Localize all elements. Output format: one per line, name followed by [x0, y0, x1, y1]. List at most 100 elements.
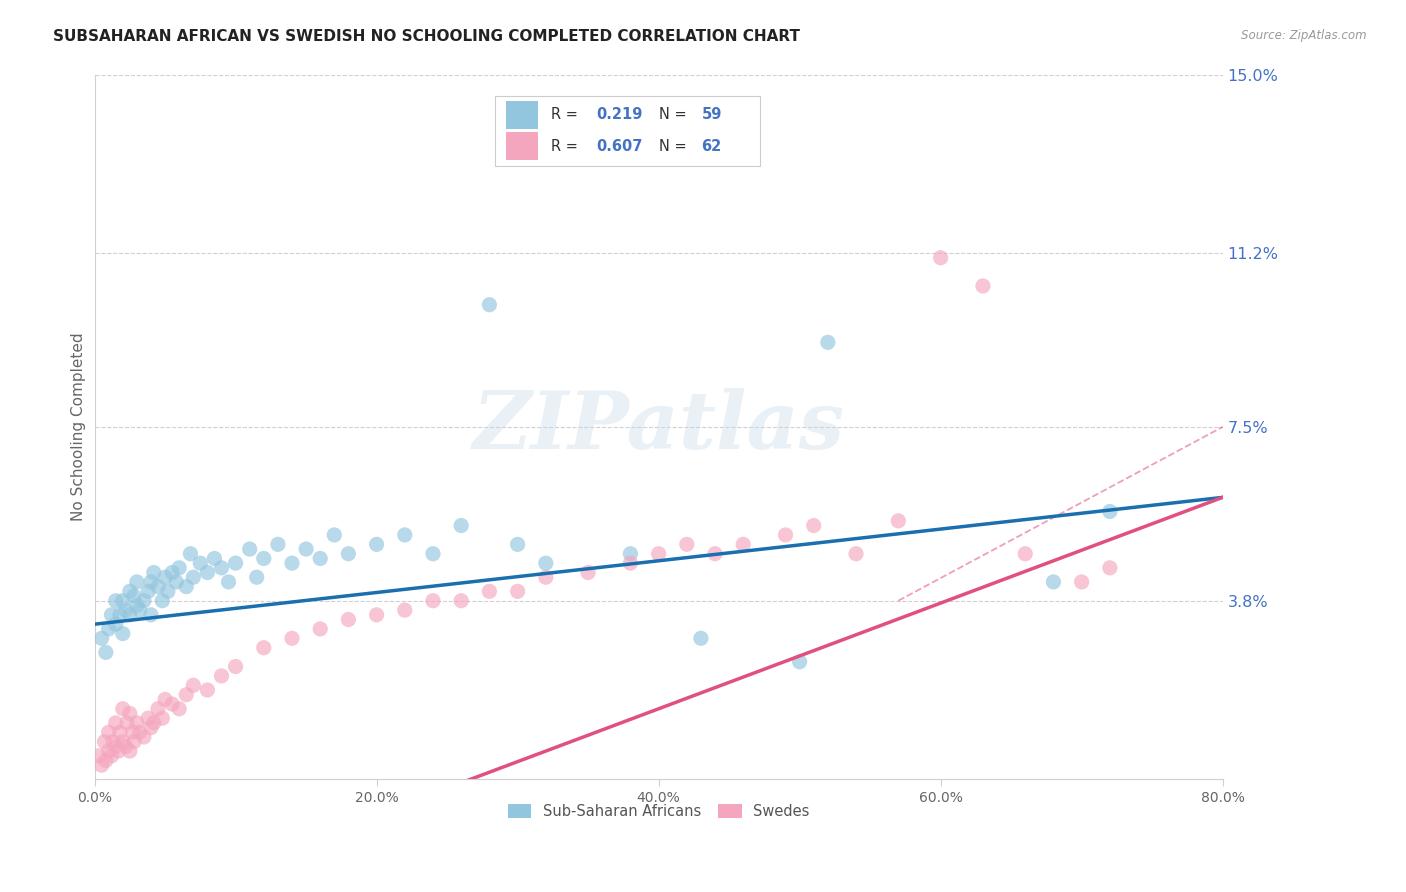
- Point: [94, 754, 117, 768]
- Point: [132, 593, 155, 607]
- Point: [1042, 574, 1064, 589]
- Point: [181, 570, 204, 584]
- Point: [295, 542, 318, 557]
- Point: [887, 514, 910, 528]
- Y-axis label: No Schooling Completed: No Schooling Completed: [72, 333, 86, 521]
- Point: [225, 556, 247, 570]
- Point: [146, 702, 169, 716]
- Point: [114, 603, 136, 617]
- Point: [534, 570, 557, 584]
- Point: [90, 758, 112, 772]
- Point: [167, 561, 190, 575]
- Text: SUBSAHARAN AFRICAN VS SWEDISH NO SCHOOLING COMPLETED CORRELATION CHART: SUBSAHARAN AFRICAN VS SWEDISH NO SCHOOLI…: [53, 29, 800, 44]
- Point: [111, 702, 134, 716]
- Point: [114, 739, 136, 754]
- Point: [174, 580, 197, 594]
- Point: [775, 528, 797, 542]
- Point: [108, 607, 131, 622]
- Point: [803, 518, 825, 533]
- Point: [246, 570, 269, 584]
- Point: [122, 734, 145, 748]
- Point: [125, 599, 148, 613]
- Point: [160, 566, 183, 580]
- Point: [506, 584, 529, 599]
- Point: [576, 566, 599, 580]
- Point: [111, 626, 134, 640]
- Point: [619, 556, 641, 570]
- Point: [478, 584, 501, 599]
- Point: [211, 561, 233, 575]
- Point: [93, 734, 115, 748]
- Point: [188, 556, 211, 570]
- Point: [450, 593, 472, 607]
- Point: [122, 589, 145, 603]
- Point: [174, 688, 197, 702]
- Point: [929, 251, 952, 265]
- Point: [309, 622, 332, 636]
- Point: [118, 744, 141, 758]
- Point: [195, 683, 218, 698]
- Point: [422, 547, 444, 561]
- Text: N =: N =: [658, 139, 690, 154]
- Point: [337, 547, 360, 561]
- Point: [225, 659, 247, 673]
- Point: [165, 574, 187, 589]
- Bar: [506, 101, 538, 128]
- Point: [100, 607, 122, 622]
- Point: [118, 584, 141, 599]
- Point: [323, 528, 346, 542]
- Point: [450, 518, 472, 533]
- Point: [108, 725, 131, 739]
- Point: [195, 566, 218, 580]
- Point: [281, 556, 304, 570]
- Text: Source: ZipAtlas.com: Source: ZipAtlas.com: [1241, 29, 1367, 42]
- Text: N =: N =: [658, 107, 690, 122]
- Point: [104, 715, 127, 730]
- Point: [309, 551, 332, 566]
- Point: [690, 632, 713, 646]
- Point: [139, 574, 162, 589]
- Point: [87, 748, 110, 763]
- Point: [281, 632, 304, 646]
- Point: [366, 607, 388, 622]
- Point: [253, 551, 276, 566]
- Point: [118, 607, 141, 622]
- Point: [179, 547, 201, 561]
- Point: [104, 617, 127, 632]
- Point: [337, 613, 360, 627]
- Point: [111, 734, 134, 748]
- Point: [1014, 547, 1036, 561]
- Bar: [506, 132, 538, 161]
- Point: [845, 547, 868, 561]
- Point: [125, 574, 148, 589]
- Point: [167, 702, 190, 716]
- Point: [97, 725, 120, 739]
- Point: [142, 715, 165, 730]
- Point: [366, 537, 388, 551]
- Text: 62: 62: [702, 139, 721, 154]
- Point: [534, 556, 557, 570]
- Text: ZIPatlas: ZIPatlas: [472, 388, 845, 466]
- Text: R =: R =: [551, 107, 583, 122]
- Point: [733, 537, 755, 551]
- Point: [253, 640, 276, 655]
- Point: [1070, 574, 1092, 589]
- Point: [121, 725, 143, 739]
- Point: [146, 580, 169, 594]
- Point: [136, 711, 159, 725]
- Point: [111, 593, 134, 607]
- Point: [128, 725, 150, 739]
- Point: [125, 715, 148, 730]
- Text: 0.607: 0.607: [596, 139, 643, 154]
- Point: [153, 570, 176, 584]
- Point: [136, 584, 159, 599]
- Text: 59: 59: [702, 107, 721, 122]
- Point: [150, 593, 173, 607]
- Point: [139, 721, 162, 735]
- Bar: [495, 95, 761, 166]
- Point: [139, 607, 162, 622]
- Point: [97, 622, 120, 636]
- Point: [115, 715, 138, 730]
- Point: [160, 697, 183, 711]
- Point: [204, 551, 226, 566]
